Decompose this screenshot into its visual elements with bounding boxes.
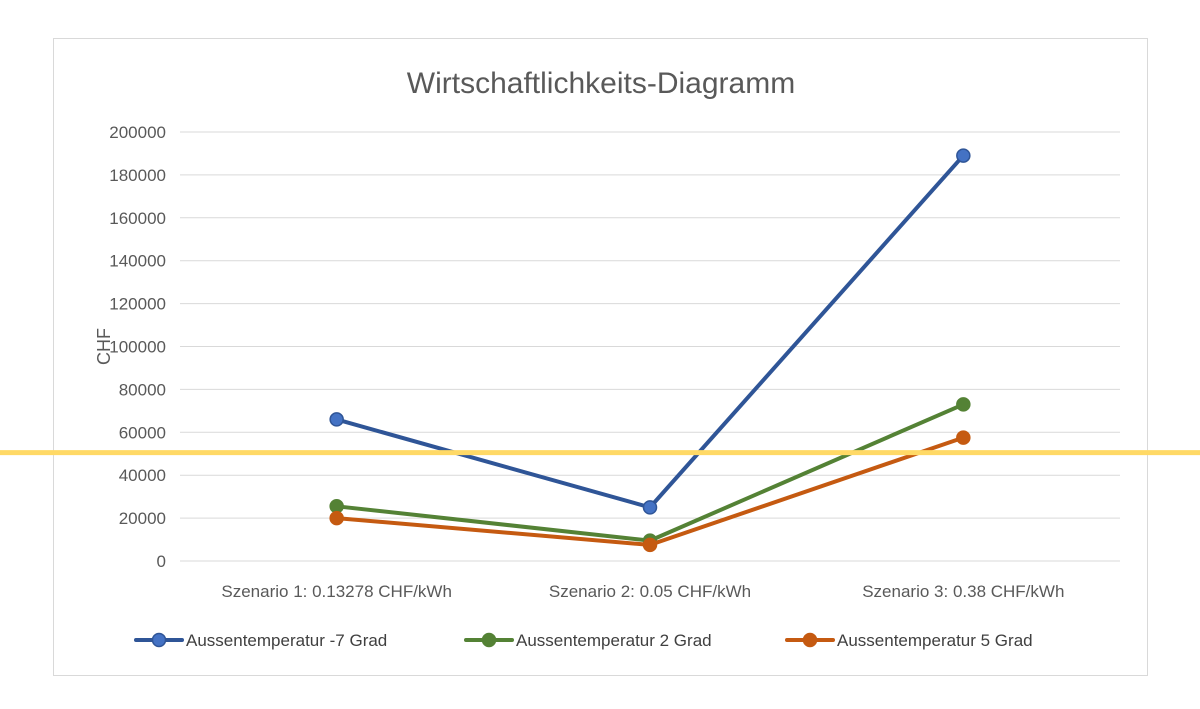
y-tick-label: 60000	[119, 423, 166, 442]
series-lines	[329, 148, 971, 553]
y-axis-ticks: 0 20000 40000 60000 80000 100000 120000 140000 1…	[109, 123, 166, 571]
x-category-label: Szenario 3: 0.38 CHF/kWh	[862, 582, 1064, 601]
y-tick-label: 180000	[109, 166, 166, 185]
y-axis-title: CHF	[94, 328, 114, 365]
legend-item-1: Aussentemperatur -7 Grad	[134, 631, 387, 650]
series-1	[329, 148, 971, 515]
legend-marker	[802, 632, 818, 648]
y-tick-label: 20000	[119, 509, 166, 528]
legend-label: Aussentemperatur -7 Grad	[186, 631, 387, 650]
data-point	[329, 510, 344, 526]
y-tick-label: 120000	[109, 295, 166, 314]
chart-frame	[53, 38, 1148, 676]
data-point	[642, 537, 658, 553]
y-tick-label: 140000	[109, 252, 166, 271]
legend: Aussentemperatur -7 Grad Aussentemperatur…	[134, 631, 1033, 650]
y-tick-label: 100000	[109, 338, 166, 357]
data-point	[329, 412, 344, 427]
data-point	[956, 148, 971, 163]
y-tick-label: 0	[157, 552, 166, 571]
y-tick-label: 160000	[109, 209, 166, 228]
y-tick-label: 200000	[109, 123, 166, 142]
legend-label: Aussentemperatur 2 Grad	[516, 631, 712, 650]
legend-marker	[151, 632, 167, 648]
legend-marker	[481, 632, 497, 648]
series-3	[329, 430, 971, 553]
chart-title: Wirtschaftlichkeits-Diagramm	[407, 67, 795, 100]
y-tick-label: 40000	[119, 466, 166, 485]
legend-item-2: Aussentemperatur 2 Grad	[464, 631, 712, 650]
data-point	[642, 500, 658, 515]
data-point	[956, 430, 971, 445]
legend-item-3: Aussentemperatur 5 Grad	[785, 631, 1033, 650]
gridlines	[180, 131, 1120, 562]
x-axis-categories: Szenario 1: 0.13278 CHF/kWh Szenario 2: 0…	[221, 582, 1064, 601]
x-category-label: Szenario 1: 0.13278 CHF/kWh	[221, 582, 452, 601]
y-tick-label: 80000	[119, 380, 166, 399]
legend-label: Aussentemperatur 5 Grad	[837, 631, 1033, 650]
data-point	[956, 397, 971, 412]
series-line	[334, 402, 966, 543]
x-category-label: Szenario 2: 0.05 CHF/kWh	[549, 582, 751, 601]
